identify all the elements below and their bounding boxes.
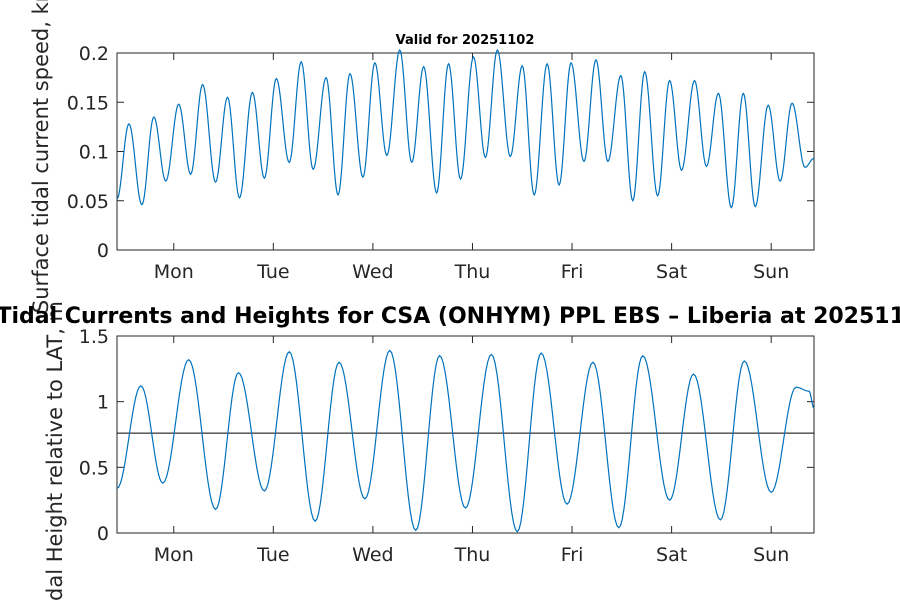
- tidal-height-y-axis-label: Tidal Height relative to LAT, m: [43, 301, 67, 600]
- tidal-height-ytick-label: 1: [97, 392, 109, 414]
- current-speed-ytick-label: 0: [97, 240, 109, 262]
- tidal-height-series-line: [116, 349, 815, 533]
- current-speed-xtick-label: Fri: [561, 261, 584, 283]
- current-speed-ticks: 0 0.05 0.1 0.15 0.2 Mon Tue Wed Thu Fri Sat Sun: [67, 43, 814, 283]
- tidal-height-xtick-label: Sun: [753, 544, 789, 566]
- tidal-height-xtick-label: Mon: [154, 544, 194, 566]
- current-speed-y-axis-label: Surface tidal current speed, kn: [29, 0, 53, 313]
- current-speed-ytick-label: 0.1: [79, 142, 109, 164]
- current-speed-chart-title: Valid for 20251102: [396, 33, 535, 48]
- tidal-height-xtick-label: Fri: [561, 544, 584, 566]
- current-speed-chart: 0 0.05 0.1 0.15 0.2 Mon Tue Wed Thu Fri Sat Sun Val…: [29, 0, 815, 313]
- current-speed-ytick-label: 0.2: [79, 43, 109, 65]
- tidal-height-chart: 0 0.5 1 1.5 Mon Tue Wed Thu Fri Sat Sun Tidal Heig…: [43, 301, 815, 600]
- current-speed-ytick-label: 0.15: [67, 92, 109, 114]
- current-speed-xtick-label: Sun: [753, 261, 789, 283]
- tidal-height-ytick-label: 0: [97, 523, 109, 545]
- tidal-height-xtick-label: Thu: [454, 544, 491, 566]
- tidal-height-xtick-label: Sat: [656, 544, 687, 566]
- current-speed-xtick-label: Mon: [154, 261, 194, 283]
- current-speed-axes-frame: [116, 52, 815, 251]
- tidal-height-ticks: 0 0.5 1 1.5 Mon Tue Wed Thu Fri Sat Sun: [79, 326, 814, 566]
- current-speed-ytick-label: 0.05: [67, 191, 109, 213]
- current-speed-xtick-label: Tue: [256, 261, 289, 283]
- current-speed-xtick-label: Thu: [454, 261, 491, 283]
- current-speed-xtick-label: Sat: [656, 261, 687, 283]
- current-speed-xtick-label: Wed: [352, 261, 393, 283]
- figure-main-title: Tidal Currents and Heights for CSA (ONHY…: [0, 304, 900, 329]
- tidal-height-xtick-label: Tue: [256, 544, 289, 566]
- tidal-height-xtick-label: Wed: [352, 544, 393, 566]
- tidal-height-ytick-label: 1.5: [79, 326, 109, 348]
- tidal-height-ytick-label: 0.5: [79, 457, 109, 479]
- tidal-height-axes-frame: [116, 335, 815, 534]
- current-speed-series-line: [116, 48, 815, 209]
